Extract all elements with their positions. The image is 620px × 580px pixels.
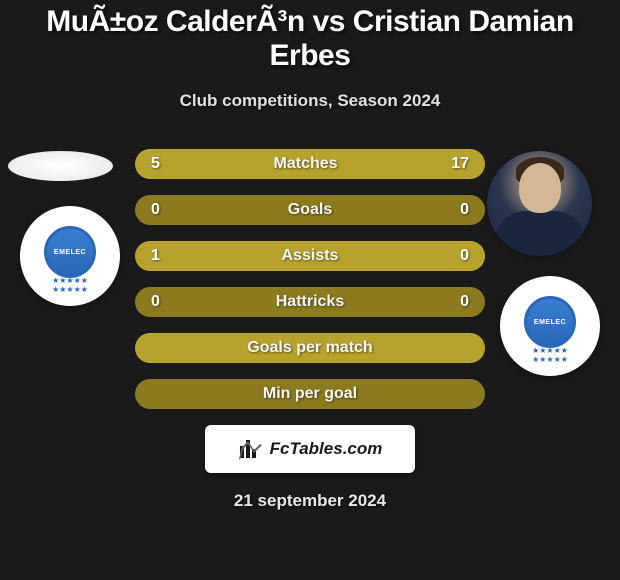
stat-row: 1 Assists 0: [135, 241, 485, 271]
page-subtitle: Club competitions, Season 2024: [20, 91, 600, 111]
player-right-avatar: [487, 151, 592, 256]
stat-right-value: 0: [460, 201, 469, 219]
badge-right-stars-icon: ★★★★★★★★★★: [532, 346, 568, 364]
avatar-body-shape: [495, 211, 585, 256]
brand-box: FcTables.com: [205, 425, 415, 473]
stats-rows: 5 Matches 17 0 Goals 0 1 Assists 0 0 Hattricks 0 Goa…: [135, 141, 485, 409]
stat-label: Min per goal: [263, 385, 357, 403]
stat-left-value: 1: [151, 247, 160, 265]
badge-left-stars-icon: ★★★★★★★★★★: [52, 276, 88, 294]
comparison-content: EMELEC ★★★★★★★★★★ EMELEC ★★★★★★★★★★ 5 Mat…: [0, 141, 620, 511]
stat-label: Goals per match: [247, 339, 372, 357]
fctables-logo-icon: [238, 436, 264, 462]
stat-fill-right: [214, 149, 485, 179]
stat-left-value: 5: [151, 155, 160, 173]
player-left-avatar: [8, 151, 113, 181]
stat-label: Goals: [288, 201, 332, 219]
stat-row: Goals per match: [135, 333, 485, 363]
page-title: MuÃ±oz CalderÃ³n vs Cristian Damian Erbe…: [20, 5, 600, 73]
stat-label: Matches: [274, 155, 338, 173]
stat-right-value: 0: [460, 247, 469, 265]
stat-fill-left: [135, 149, 214, 179]
avatar-head-shape: [519, 163, 561, 213]
stat-right-value: 17: [451, 155, 469, 173]
stat-row: Min per goal: [135, 379, 485, 409]
stat-right-value: 0: [460, 293, 469, 311]
stat-left-value: 0: [151, 293, 160, 311]
badge-left-text: EMELEC: [54, 249, 86, 256]
stat-row: 5 Matches 17: [135, 149, 485, 179]
badge-right-text: EMELEC: [534, 319, 566, 326]
emelec-shield-icon: EMELEC ★★★★★★★★★★: [520, 296, 580, 356]
stat-label: Assists: [282, 247, 339, 265]
stat-row: 0 Goals 0: [135, 195, 485, 225]
player-right-club-badge: EMELEC ★★★★★★★★★★: [500, 276, 600, 376]
header: MuÃ±oz CalderÃ³n vs Cristian Damian Erbe…: [0, 0, 620, 111]
brand-text: FcTables.com: [270, 439, 383, 459]
emelec-shield-icon: EMELEC ★★★★★★★★★★: [40, 226, 100, 286]
player-left-club-badge: EMELEC ★★★★★★★★★★: [20, 206, 120, 306]
stat-label: Hattricks: [276, 293, 344, 311]
stat-left-value: 0: [151, 201, 160, 219]
stat-row: 0 Hattricks 0: [135, 287, 485, 317]
footer-date: 21 september 2024: [0, 491, 620, 511]
